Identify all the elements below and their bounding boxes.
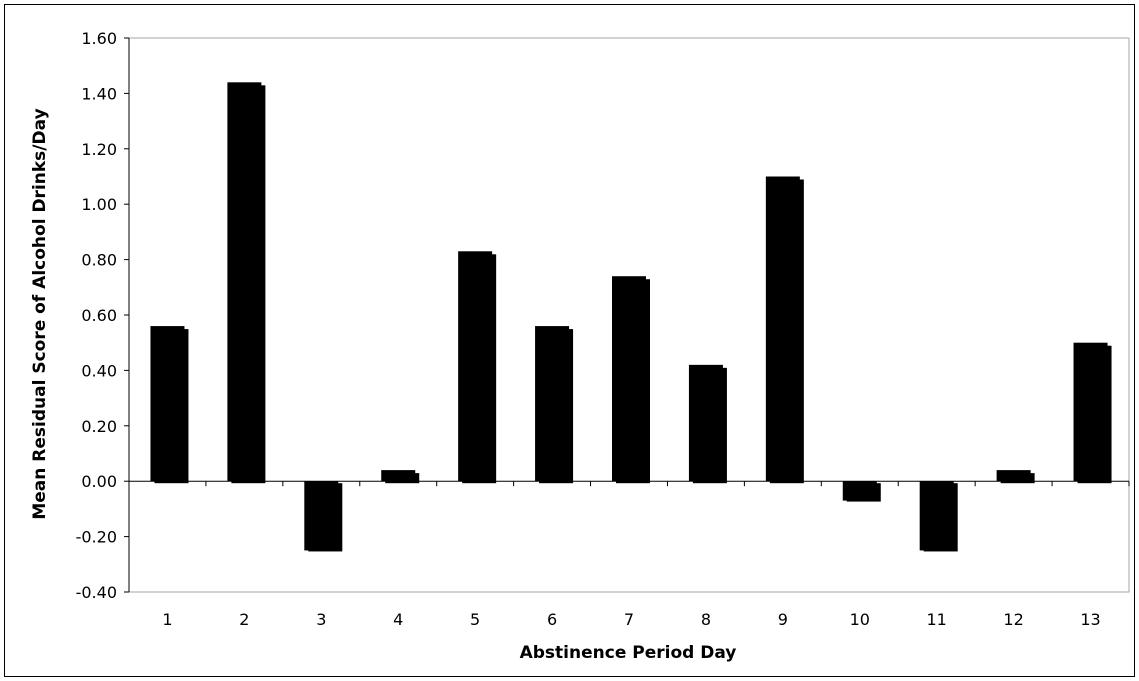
y-tick-label: 0.00	[81, 472, 117, 491]
bar-day-2	[227, 82, 262, 482]
bar-day-5	[458, 251, 493, 482]
y-tick-label: 1.40	[81, 84, 117, 103]
x-tick-label: 6	[547, 610, 557, 629]
bar-day-4	[381, 470, 416, 482]
x-tick-label: 8	[701, 610, 711, 629]
x-tick-label: 2	[239, 610, 249, 629]
y-axis-title: Mean Residual Score of Alcohol Drinks/Da…	[30, 108, 50, 519]
bars	[150, 82, 1112, 552]
y-tick-label: 0.80	[81, 251, 117, 270]
x-tick-label: 10	[850, 610, 870, 629]
y-tick-label: 0.20	[81, 417, 117, 436]
x-tick-label: 9	[778, 610, 788, 629]
y-tick-label: 1.60	[81, 29, 117, 48]
x-tick-label: 5	[470, 610, 480, 629]
x-tick-label: 13	[1080, 610, 1100, 629]
x-axis-title: Abstinence Period Day	[520, 643, 737, 663]
bar-day-12	[996, 470, 1031, 482]
x-tick-label: 3	[316, 610, 326, 629]
x-tick-label: 1	[162, 610, 172, 629]
bar-day-1	[150, 326, 185, 482]
bar-day-9	[765, 176, 800, 482]
bar-day-11	[919, 481, 954, 551]
bar-day-13	[1073, 342, 1108, 482]
y-tick-label: 0.40	[81, 361, 117, 380]
x-tick-label: 7	[624, 610, 634, 629]
y-tick-label: 1.20	[81, 140, 117, 159]
y-axis: -0.40 -0.20 0.00 0.20 0.40 0.60 0.80 1.00 1.20 1.…	[76, 29, 130, 602]
x-tick-label: 12	[1003, 610, 1023, 629]
bar-day-7	[612, 276, 646, 482]
bar-day-6	[535, 326, 570, 482]
bar-day-10	[842, 481, 877, 501]
y-tick-label: -0.40	[76, 583, 117, 602]
bar-day-8	[688, 364, 723, 482]
y-tick-label: 1.00	[81, 195, 117, 214]
x-tick-label: 11	[927, 610, 947, 629]
y-tick-label: -0.20	[76, 528, 117, 547]
y-tick-label: 0.60	[81, 306, 117, 325]
x-tick-label: 4	[393, 610, 403, 629]
bar-day-3	[304, 481, 339, 551]
x-axis: 1 2 3 4 5 6 7 8 9 10 11 12 13	[128, 480, 1130, 629]
